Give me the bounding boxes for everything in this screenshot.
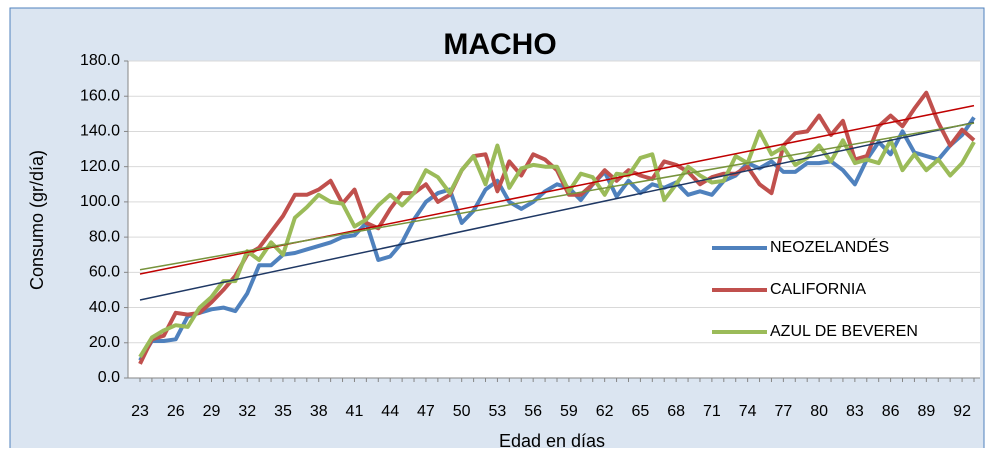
y-tick-label: 60.0 bbox=[89, 264, 120, 281]
x-axis-title: Edad en días bbox=[499, 431, 605, 448]
x-tick-label: 83 bbox=[846, 403, 864, 420]
legend-label: NEOZELANDÉS bbox=[770, 237, 889, 256]
x-tick-label: 71 bbox=[703, 403, 721, 420]
x-tick-label: 65 bbox=[632, 403, 650, 420]
x-tick-label: 62 bbox=[596, 403, 614, 420]
trendline bbox=[139, 122, 975, 271]
x-tick-label: 80 bbox=[810, 403, 828, 420]
chart-title: MACHO bbox=[443, 28, 556, 61]
y-tick-label: 100.0 bbox=[80, 193, 120, 210]
x-tick-label: 59 bbox=[560, 403, 578, 420]
y-axis-title: Consumo (gr/día) bbox=[27, 150, 47, 290]
y-tick-label: 0.0 bbox=[98, 369, 120, 386]
x-tick-label: 50 bbox=[453, 403, 471, 420]
x-tick-label: 53 bbox=[489, 403, 507, 420]
x-tick-label: 86 bbox=[882, 403, 900, 420]
x-tick-label: 56 bbox=[524, 403, 542, 420]
x-tick-label: 77 bbox=[774, 403, 792, 420]
y-tick-label: 180.0 bbox=[80, 52, 120, 69]
x-tick-label: 68 bbox=[667, 403, 685, 420]
x-tick-label: 41 bbox=[346, 403, 364, 420]
series-line bbox=[138, 129, 976, 358]
x-tick-label: 47 bbox=[417, 403, 435, 420]
plot-area bbox=[128, 61, 980, 378]
y-tick-label: 20.0 bbox=[89, 334, 120, 351]
x-tick-label: 74 bbox=[739, 403, 757, 420]
x-tick-label: 29 bbox=[203, 403, 221, 420]
legend-label: CALIFORNIA bbox=[770, 281, 866, 298]
x-tick-label: 38 bbox=[310, 403, 328, 420]
y-tick-label: 120.0 bbox=[80, 158, 120, 175]
x-tick-label: 92 bbox=[953, 403, 971, 420]
x-tick-label: 44 bbox=[381, 403, 399, 420]
x-tick-label: 32 bbox=[238, 403, 256, 420]
series-line bbox=[138, 116, 976, 362]
y-tick-label: 80.0 bbox=[89, 228, 120, 245]
x-tick-label: 23 bbox=[131, 403, 149, 420]
y-tick-label: 140.0 bbox=[80, 123, 120, 140]
y-tick-label: 40.0 bbox=[89, 299, 120, 316]
x-tick-label: 89 bbox=[917, 403, 935, 420]
x-tick-label: 26 bbox=[167, 403, 185, 420]
trendline bbox=[139, 121, 975, 301]
x-tick-label: 35 bbox=[274, 403, 292, 420]
y-tick-label: 160.0 bbox=[80, 87, 120, 104]
legend-label: AZUL DE BEVEREN bbox=[770, 323, 918, 340]
